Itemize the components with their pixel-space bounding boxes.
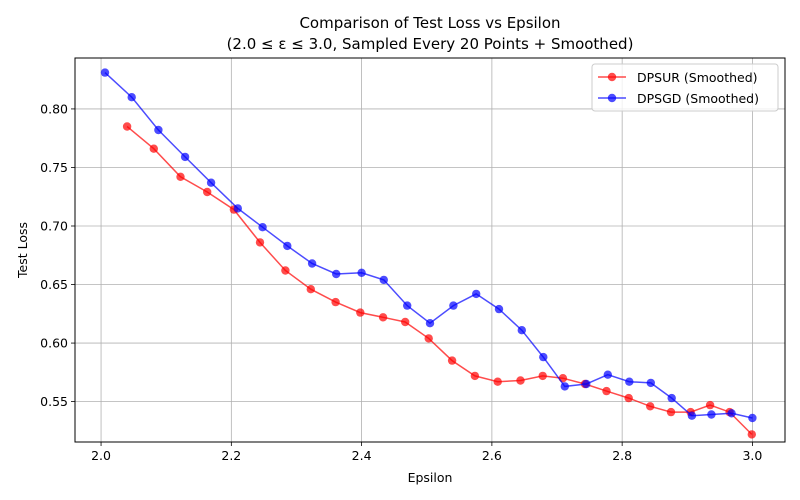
legend-marker-dpsgd xyxy=(607,93,617,103)
data-point-dpsgd xyxy=(258,223,267,232)
data-point-dpsur xyxy=(516,376,525,385)
data-point-dpsgd xyxy=(667,393,676,403)
data-point-dpsgd xyxy=(100,68,110,77)
data-point-dpsgd xyxy=(517,326,526,335)
data-point-dpsur xyxy=(705,400,715,410)
data-point-dpsgd xyxy=(180,152,190,162)
data-point-dpsgd xyxy=(625,377,634,386)
data-point-dpsur xyxy=(401,317,410,327)
data-point-dpsur xyxy=(646,402,655,411)
data-point-dpsur xyxy=(624,393,633,403)
x-tick-label: 2.0 xyxy=(91,448,111,463)
data-point-dpsur xyxy=(149,144,158,153)
chart-title: Comparison of Test Loss vs Epsilon xyxy=(299,14,560,32)
data-point-dpsgd xyxy=(403,301,412,310)
y-tick-label: 0.80 xyxy=(40,101,68,116)
data-point-dpsur xyxy=(378,313,388,322)
data-point-dpsgd xyxy=(646,378,655,388)
y-tick-label: 0.75 xyxy=(40,160,68,175)
data-point-dpsur xyxy=(493,377,502,386)
y-axis-ticks: 0.55 0.60 0.65 0.70 0.75 0.80 xyxy=(40,101,75,409)
data-point-dpsgd xyxy=(560,382,569,391)
data-point-dpsgd xyxy=(603,370,612,379)
data-point-dpsgd xyxy=(379,275,388,285)
legend-box xyxy=(591,63,779,112)
data-point-dpsgd xyxy=(283,241,292,251)
x-tick-label: 2.6 xyxy=(482,448,502,463)
data-point-dpsur xyxy=(747,430,756,439)
data-point-dpsur xyxy=(447,356,457,365)
y-tick-label: 0.70 xyxy=(40,219,68,234)
y-tick-label: 0.65 xyxy=(40,277,68,292)
data-point-dpsgd xyxy=(582,379,591,389)
data-point-dpsur xyxy=(203,187,212,197)
data-point-dpsgd xyxy=(206,178,216,187)
legend-label-dpsur: DPSUR (Smoothed) xyxy=(637,70,758,85)
data-point-dpsur xyxy=(470,371,480,381)
series-dpsgd xyxy=(100,68,757,423)
grid-lines xyxy=(75,58,785,442)
data-point-dpsgd xyxy=(332,269,341,279)
data-point-dpsur xyxy=(356,308,365,317)
y-tick-label: 0.60 xyxy=(40,336,68,351)
data-point-dpsgd xyxy=(687,411,697,420)
x-tick-label: 3.0 xyxy=(742,448,762,463)
data-point-dpsgd xyxy=(449,301,458,310)
y-axis-label: Test Loss xyxy=(15,222,30,279)
legend-marker-dpsur xyxy=(607,72,617,82)
data-point-dpsgd xyxy=(357,268,366,277)
data-point-dpsgd xyxy=(727,409,736,418)
x-tick-label: 2.4 xyxy=(352,448,372,463)
data-point-dpsgd xyxy=(748,413,757,423)
data-point-dpsur xyxy=(331,297,340,307)
data-point-dpsgd xyxy=(127,93,136,102)
data-point-dpsgd xyxy=(707,410,716,419)
series-line-dpsgd xyxy=(104,72,753,419)
data-point-dpsur xyxy=(666,407,676,417)
data-point-dpsgd xyxy=(472,289,481,299)
series-dpsur xyxy=(122,122,756,439)
data-point-dpsur xyxy=(281,266,290,275)
data-point-dpsgd xyxy=(539,352,548,362)
series-layer xyxy=(100,68,757,439)
data-point-dpsur xyxy=(558,374,568,383)
data-point-dpsur xyxy=(122,122,132,131)
data-point-dpsur xyxy=(602,386,611,396)
data-point-dpsgd xyxy=(425,319,435,328)
x-axis-ticks: 2.0 2.2 2.4 2.6 2.8 3.0 xyxy=(91,442,762,463)
data-point-dpsgd xyxy=(154,125,163,135)
series-line-dpsur xyxy=(126,125,753,435)
data-point-dpsgd xyxy=(233,204,242,213)
data-point-dpsur xyxy=(176,172,185,181)
data-point-dpsgd xyxy=(307,259,317,268)
data-point-dpsur xyxy=(306,285,315,294)
data-point-dpsur xyxy=(255,238,265,247)
legend: DPSUR (Smoothed) DPSGD (Smoothed) xyxy=(591,63,779,112)
x-tick-label: 2.2 xyxy=(221,448,241,463)
data-point-dpsur xyxy=(538,371,547,381)
chart-subtitle: (2.0 ≤ ε ≤ 3.0, Sampled Every 20 Points … xyxy=(227,35,634,53)
data-point-dpsur xyxy=(424,334,433,343)
x-axis-label: Epsilon xyxy=(408,470,453,485)
legend-label-dpsgd: DPSGD (Smoothed) xyxy=(637,91,759,106)
plot-frame xyxy=(74,57,786,443)
data-point-dpsgd xyxy=(494,304,504,314)
y-tick-label: 0.55 xyxy=(40,394,68,409)
x-tick-label: 2.8 xyxy=(612,448,632,463)
